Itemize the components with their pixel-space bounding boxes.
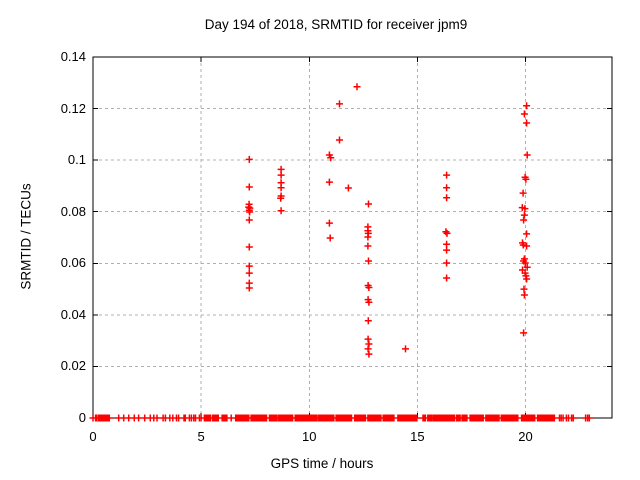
data-point (277, 184, 285, 192)
data-point (443, 229, 451, 237)
x-tick-label: 0 (89, 429, 97, 444)
chart-title: Day 194 of 2018, SRMTID for receiver jpm… (204, 17, 468, 32)
data-point (365, 257, 372, 265)
data-point (523, 242, 531, 250)
data-point (523, 102, 531, 110)
grid-lines (93, 57, 612, 418)
data-point (245, 269, 253, 277)
y-tick-label: 0.14 (60, 49, 86, 64)
data-point (365, 350, 373, 358)
x-axis-label: GPS time / hours (270, 456, 374, 471)
data-point (336, 100, 343, 108)
data-point (245, 216, 253, 224)
y-tick-label: 0.08 (60, 203, 86, 219)
y-tick-label: 0.12 (60, 100, 86, 116)
data-point (443, 259, 451, 267)
data-point (364, 335, 372, 343)
data-point (344, 184, 352, 192)
data-point (325, 219, 333, 227)
data-point (443, 246, 451, 254)
data-point (523, 263, 531, 271)
data-point (245, 183, 253, 191)
data-point (364, 242, 372, 250)
data-point (443, 184, 451, 192)
data-point (402, 345, 409, 353)
x-tick-label: 20 (518, 429, 533, 444)
data-point (364, 345, 372, 353)
data-point (442, 228, 450, 236)
data-point (277, 207, 285, 215)
data-point (523, 151, 531, 159)
data-point (365, 284, 373, 291)
data-point (520, 329, 528, 337)
tick-marks (92, 56, 612, 419)
data-point (522, 175, 530, 183)
data-point (325, 178, 333, 186)
data-point (523, 275, 531, 283)
data-point (277, 194, 285, 202)
data-point (245, 243, 253, 251)
data-point (519, 241, 527, 249)
y-tick-label: 0 (78, 410, 86, 425)
data-point (336, 136, 343, 144)
data-point (521, 205, 529, 213)
data-point (365, 200, 372, 208)
x-tick-label: 5 (197, 429, 205, 444)
data-point (521, 259, 529, 267)
data-point (245, 284, 253, 292)
data-point (365, 298, 373, 306)
data-point (443, 194, 451, 202)
data-point (519, 189, 527, 197)
x-tick-label: 10 (302, 429, 317, 444)
y-tick-label: 0.06 (60, 255, 86, 271)
data-point (443, 171, 451, 179)
y-tick-label: 0.04 (60, 306, 86, 322)
y-tick-label: 0.1 (67, 152, 86, 168)
data-point (245, 262, 253, 270)
zero-band-markers (89, 414, 593, 422)
data-point (327, 154, 335, 162)
data-point (523, 230, 531, 238)
x-tick-label: 15 (410, 429, 425, 444)
data-point (277, 171, 285, 179)
data-point (245, 155, 253, 163)
data-point (364, 317, 372, 325)
data-point (520, 291, 528, 299)
data-point (353, 83, 361, 91)
data-point (246, 208, 254, 216)
scatter-markers (245, 83, 531, 358)
data-point (520, 211, 528, 219)
data-point (443, 240, 451, 248)
y-tick-label: 0.02 (60, 358, 86, 374)
data-point (443, 274, 451, 282)
data-point (364, 233, 372, 241)
data-point (326, 234, 334, 242)
plot-border (92, 56, 613, 419)
data-point (520, 110, 528, 118)
data-point (523, 119, 531, 127)
data-point (520, 285, 528, 293)
data-point (365, 340, 373, 348)
data-point (520, 216, 528, 224)
